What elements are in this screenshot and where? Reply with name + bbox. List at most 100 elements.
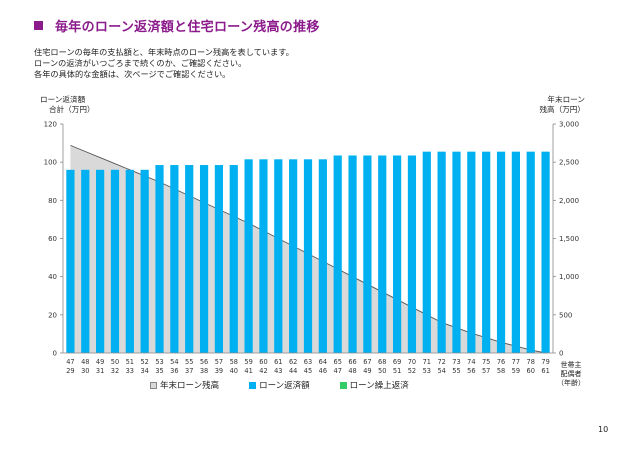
- description-line-2: ローンの返済がいつごろまで続くのか、ご確認ください。: [34, 58, 247, 68]
- chart-legend: 年末ローン残高 ローン返済額 ローン繰上返済: [150, 379, 439, 391]
- repayment-bar-31: [526, 151, 535, 353]
- x-tick-label-head-20: 67: [363, 358, 371, 366]
- repayment-bar-1: [81, 169, 90, 353]
- x-tick-label-head-14: 61: [274, 358, 282, 366]
- left-tick-label-1: 20: [48, 311, 57, 319]
- legend-item-repayment: ローン返済額: [249, 379, 310, 391]
- x-tick-label-head-5: 52: [140, 358, 148, 366]
- repayment-bar-11: [229, 165, 238, 353]
- title-row: 毎年のローン返済額と住宅ローン残高の推移: [34, 16, 320, 35]
- left-axis-label: ローン返済額 合計（万円）: [40, 95, 95, 115]
- left-axis-label-line-2: 合計（万円）: [49, 105, 95, 114]
- x-tick-label-spouse-23: 52: [408, 367, 416, 375]
- legend-label-repayment: ローン返済額: [259, 381, 310, 391]
- x-tick-label-head-12: 59: [244, 358, 252, 366]
- x-tick-label-spouse-31: 60: [527, 367, 535, 375]
- x-axis-unit-label: 世帯主 配偶者 （年齢）: [556, 361, 586, 388]
- x-tick-label-spouse-28: 57: [482, 367, 490, 375]
- x-tick-label-spouse-8: 37: [185, 367, 193, 375]
- x-tick-label-head-23: 70: [408, 358, 416, 366]
- x-tick-label-head-15: 62: [289, 358, 297, 366]
- legend-swatch-prepayment: [339, 381, 347, 389]
- x-tick-label-head-19: 66: [348, 358, 356, 366]
- x-tick-label-head-8: 55: [185, 358, 193, 366]
- x-tick-label-head-25: 72: [437, 358, 445, 366]
- x-axis-unit-line-1: 世帯主: [560, 361, 582, 369]
- x-tick-label-head-32: 79: [541, 358, 549, 366]
- x-tick-label-spouse-24: 53: [423, 367, 431, 375]
- x-tick-label-head-9: 56: [200, 358, 208, 366]
- repayment-bar-4: [125, 169, 134, 353]
- x-tick-label-head-16: 63: [304, 358, 312, 366]
- right-axis-label-line-1: 年末ローン: [547, 95, 585, 104]
- right-tick-label-0: 0: [559, 350, 563, 358]
- x-axis-unit-line-3: （年齢）: [557, 379, 585, 387]
- left-tick-label-4: 80: [48, 197, 57, 205]
- x-tick-label-head-27: 74: [467, 358, 475, 366]
- x-tick-label-spouse-7: 36: [170, 367, 178, 375]
- x-tick-label-head-2: 49: [96, 358, 104, 366]
- page-number: 10: [598, 425, 609, 434]
- x-tick-label-head-24: 71: [423, 358, 431, 366]
- repayment-bar-18: [333, 155, 342, 353]
- x-tick-label-spouse-32: 61: [541, 367, 549, 375]
- x-tick-label-spouse-17: 46: [319, 367, 327, 375]
- right-tick-label-4: 2,000: [559, 197, 579, 205]
- x-tick-label-spouse-0: 29: [66, 367, 74, 375]
- right-tick-label-6: 3,000: [559, 121, 579, 129]
- right-axis-label: 年末ローン 残高（万円）: [533, 95, 585, 115]
- x-tick-label-head-21: 68: [378, 358, 386, 366]
- right-tick-label-3: 1,500: [559, 235, 579, 243]
- repayment-bar-8: [185, 165, 194, 353]
- page-title: 毎年のローン返済額と住宅ローン残高の推移: [55, 20, 320, 35]
- x-tick-label-head-17: 64: [319, 358, 327, 366]
- x-tick-label-spouse-2: 31: [96, 367, 104, 375]
- x-tick-label-spouse-19: 48: [348, 367, 356, 375]
- legend-item-prepayment: ローン繰上返済: [339, 379, 409, 391]
- repayment-bar-20: [363, 155, 372, 353]
- x-tick-label-head-13: 60: [259, 358, 267, 366]
- x-tick-label-spouse-22: 51: [393, 367, 401, 375]
- left-tick-label-5: 100: [44, 159, 57, 167]
- x-axis-unit-line-2: 配偶者: [560, 370, 582, 378]
- repayment-bar-12: [244, 159, 253, 353]
- repayment-bar-7: [170, 165, 179, 353]
- repayment-bar-9: [199, 165, 209, 353]
- x-tick-label-spouse-13: 42: [259, 367, 267, 375]
- x-tick-label-spouse-20: 49: [363, 367, 371, 375]
- x-tick-label-spouse-1: 30: [81, 367, 89, 375]
- x-tick-label-spouse-21: 50: [378, 367, 386, 375]
- x-tick-label-spouse-4: 33: [126, 367, 134, 375]
- title-bullet-square: [34, 21, 43, 30]
- repayment-bar-24: [422, 151, 431, 353]
- repayment-bar-13: [259, 159, 268, 353]
- x-tick-label-head-3: 50: [111, 358, 119, 366]
- repayment-bar-2: [96, 169, 105, 353]
- x-tick-label-spouse-14: 43: [274, 367, 282, 375]
- x-tick-label-spouse-6: 35: [155, 367, 163, 375]
- repayment-bar-15: [289, 159, 298, 353]
- x-tick-label-spouse-11: 40: [230, 367, 238, 375]
- x-tick-label-head-29: 76: [497, 358, 505, 366]
- legend-label-prepayment: ローン繰上返済: [349, 381, 409, 391]
- legend-swatch-repayment: [249, 381, 257, 389]
- right-axis-label-line-2: 残高（万円）: [539, 105, 585, 114]
- x-tick-label-head-18: 65: [334, 358, 342, 366]
- repayment-bar-6: [155, 165, 164, 353]
- repayment-bar-28: [482, 151, 491, 353]
- left-tick-label-3: 60: [48, 235, 57, 243]
- x-tick-label-head-28: 75: [482, 358, 490, 366]
- left-tick-label-0: 0: [53, 350, 57, 358]
- description-line-1: 住宅ローンの毎年の支払額と、年末時点のローン残高を表しています。: [34, 47, 294, 57]
- repayment-bar-0: [66, 169, 75, 353]
- left-tick-label-2: 40: [48, 273, 57, 281]
- repayment-bar-5: [140, 169, 149, 353]
- x-tick-label-head-26: 73: [452, 358, 460, 366]
- x-tick-label-spouse-26: 55: [452, 367, 460, 375]
- x-tick-label-spouse-15: 44: [289, 367, 297, 375]
- right-tick-label-1: 500: [559, 311, 572, 319]
- x-tick-label-head-22: 69: [393, 358, 401, 366]
- legend-item-balance: 年末ローン残高: [150, 379, 219, 391]
- x-tick-label-spouse-10: 39: [215, 367, 223, 375]
